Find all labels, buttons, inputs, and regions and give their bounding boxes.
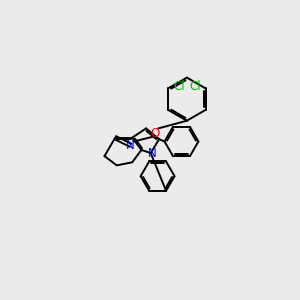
Text: O: O <box>151 127 160 140</box>
Text: Cl: Cl <box>189 80 201 93</box>
Text: N: N <box>148 147 157 160</box>
Text: N: N <box>126 139 135 152</box>
Text: Cl: Cl <box>173 80 185 93</box>
